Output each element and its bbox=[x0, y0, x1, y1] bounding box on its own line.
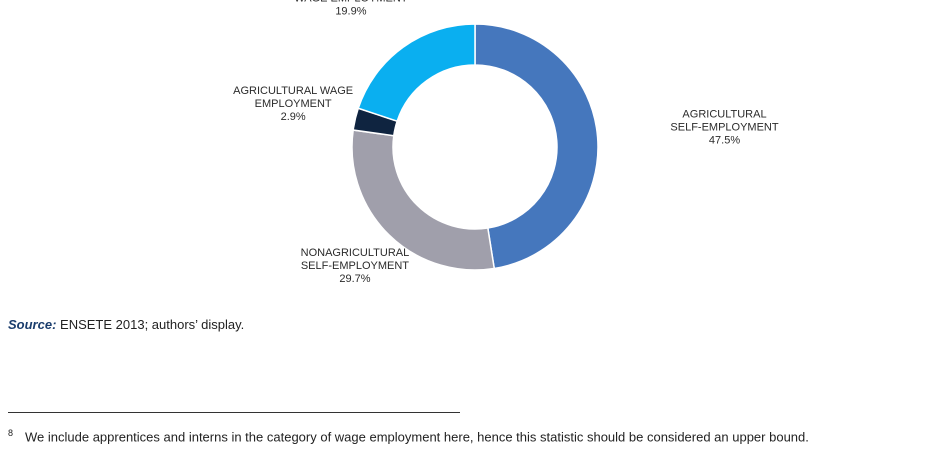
footnote: 8 We include apprentices and interns in t… bbox=[8, 428, 809, 444]
footnote-mark: 8 bbox=[8, 428, 14, 438]
category-label-line: AGRICULTURAL WAGE bbox=[233, 85, 353, 97]
value-label: 19.9% bbox=[335, 6, 366, 18]
value-label: 47.5% bbox=[709, 135, 740, 147]
value-label: 2.9% bbox=[281, 111, 306, 123]
category-label-line: NONAGRICULTURAL bbox=[301, 247, 410, 259]
category-label-line: EMPLOYMENT bbox=[255, 98, 332, 110]
footnote-divider bbox=[8, 412, 460, 413]
label-nonagricultural-wage-employment: NONAGRICULTURALWAGE EMPLOYMENT19.9% bbox=[294, 0, 408, 18]
category-label-line: SELF-EMPLOYMENT bbox=[301, 260, 409, 272]
source-text: ENSETE 2013; authors’ display. bbox=[56, 317, 245, 332]
category-label-line: SELF-EMPLOYMENT bbox=[670, 122, 778, 134]
slice-agricultural-self-employment bbox=[474, 23, 599, 270]
source-note: Source: ENSETE 2013; authors’ display. bbox=[8, 317, 244, 332]
category-label-line: WAGE EMPLOYMENT bbox=[294, 0, 408, 5]
slice-labels: AGRICULTURALSELF-EMPLOYMENT47.5%NONAGRIC… bbox=[233, 0, 779, 285]
donut-slices bbox=[351, 23, 599, 271]
category-label-line: AGRICULTURAL bbox=[682, 109, 766, 121]
value-label: 29.7% bbox=[339, 273, 370, 285]
donut-chart: AGRICULTURALSELF-EMPLOYMENT47.5%NONAGRIC… bbox=[233, 0, 779, 285]
source-label: Source: bbox=[8, 317, 57, 332]
footnote-text: We include apprentices and interns in th… bbox=[25, 429, 809, 445]
slice-nonagricultural-wage-employment bbox=[357, 23, 476, 123]
